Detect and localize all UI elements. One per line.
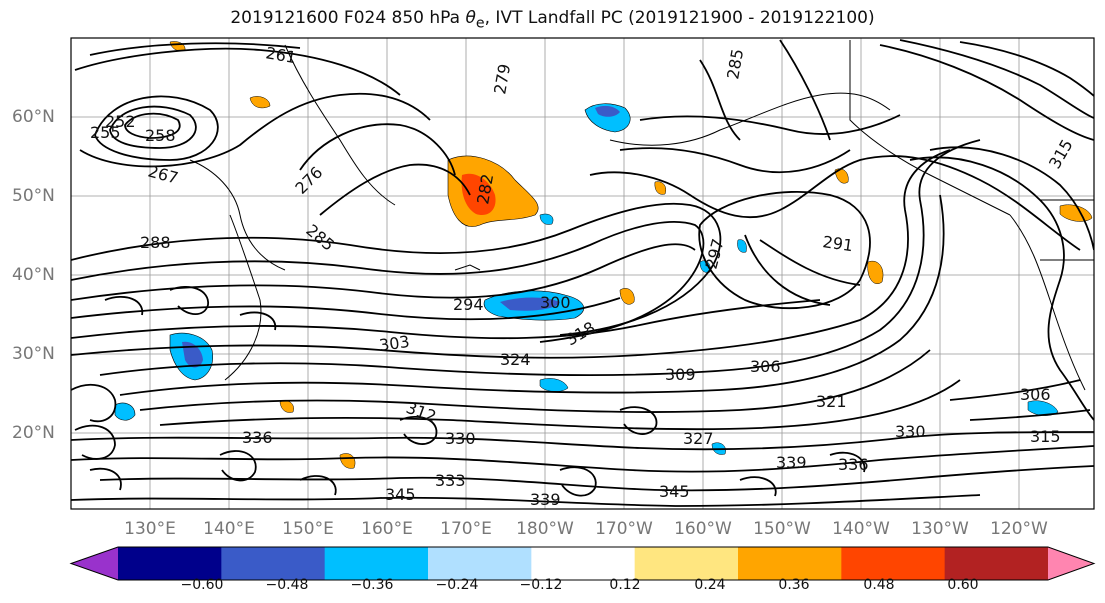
colorbar-tick-label: −0.48 — [266, 577, 309, 593]
contour-label: 315 — [1030, 427, 1061, 446]
contour-label: 336 — [242, 428, 273, 447]
colorbar-tick-label: 0.12 — [609, 577, 640, 593]
lon-label: 180°W — [516, 519, 574, 539]
lon-label: 120°W — [990, 519, 1048, 539]
lon-label: 130°W — [911, 519, 969, 539]
colorbar-segment — [944, 547, 1049, 580]
latitude-labels: 60°N 50°N 40°N 30°N 20°N — [12, 107, 55, 443]
colorbar-segment — [841, 547, 946, 580]
colorbar-segment — [531, 547, 636, 580]
lon-label: 140°W — [832, 519, 890, 539]
contour-label: 330 — [445, 429, 476, 448]
contour-label: 330 — [895, 422, 926, 441]
colorbar-segment — [634, 547, 739, 580]
contour-label: 303 — [378, 332, 411, 355]
colorbar-segment — [221, 547, 326, 580]
colorbar-tick-label: 0.48 — [863, 577, 894, 593]
theta-e-contours — [71, 39, 1094, 507]
colorbar-extend-high — [1048, 547, 1094, 580]
contour-label: 258 — [145, 126, 176, 145]
contour-label: 345 — [385, 485, 416, 504]
contour-label: 252 — [105, 112, 136, 131]
colorbar-tick-label: −0.36 — [351, 577, 394, 593]
lat-label: 20°N — [12, 423, 55, 443]
lat-label: 60°N — [12, 107, 55, 127]
contour-label: 324 — [500, 350, 531, 369]
map-content — [71, 38, 1094, 509]
colorbar-segment — [324, 547, 429, 580]
contour-label: 294 — [453, 295, 484, 314]
colorbar-tick-label: −0.12 — [520, 577, 563, 593]
lat-label: 50°N — [12, 186, 55, 206]
lon-label: 140°E — [203, 519, 255, 539]
contour-label: 309 — [665, 365, 696, 384]
colorbar-segment — [738, 547, 842, 580]
colorbar-tick-label: −0.24 — [436, 577, 479, 593]
contour-label: 345 — [659, 482, 690, 501]
colorbar-tick-label: 0.24 — [694, 577, 725, 593]
lon-label: 150°W — [753, 519, 811, 539]
contour-label: 255 — [90, 123, 121, 142]
colorbar-extend-low — [71, 547, 118, 580]
shading-orange-kamchatka — [447, 155, 539, 227]
lon-label: 170°E — [440, 519, 492, 539]
contour-label: 306 — [1020, 385, 1051, 404]
contour-label: 339 — [776, 453, 807, 472]
map-title: 2019121600 F024 850 hPa θe, IVT Landfall… — [230, 8, 875, 32]
map-frame — [70, 37, 1095, 510]
colorbar-outline — [69, 546, 1096, 581]
colorbar-segment — [118, 547, 222, 580]
contour-label: 339 — [530, 490, 561, 509]
contour-label: 306 — [750, 357, 781, 376]
contour-label: 336 — [838, 455, 869, 474]
contour-label: 321 — [816, 392, 847, 411]
lon-label: 170°W — [595, 519, 653, 539]
map-panel — [71, 38, 1094, 509]
contour-label: 327 — [683, 429, 714, 448]
contour-label: 300 — [540, 293, 571, 312]
colorbar-segment — [428, 547, 532, 580]
lon-label: 160°W — [674, 519, 732, 539]
colorbar-tick-label: 0.36 — [778, 577, 809, 593]
contour-label: 333 — [435, 471, 466, 490]
contour-label: 291 — [821, 232, 854, 255]
colorbar-tick-label: −0.60 — [181, 577, 224, 593]
lat-label: 40°N — [12, 265, 55, 285]
coastlines — [189, 40, 1094, 391]
colorbar-tick-labels: −0.60 −0.48 −0.36 −0.24 −0.12 0.12 0.24 … — [181, 577, 979, 593]
lon-label: 130°E — [124, 519, 176, 539]
lat-label: 30°N — [12, 344, 55, 364]
lon-label: 150°E — [282, 519, 334, 539]
longitude-labels: 130°E 140°E 150°E 160°E 170°E 180°W 170°… — [124, 519, 1048, 539]
colorbar-tick-label: 0.60 — [947, 577, 978, 593]
shading-blue-west — [114, 332, 213, 421]
lon-label: 160°E — [361, 519, 413, 539]
contour-label: 288 — [140, 233, 171, 252]
colorbar — [69, 546, 1096, 581]
graticule — [71, 38, 1094, 509]
shading-blue-alaska — [584, 103, 631, 133]
